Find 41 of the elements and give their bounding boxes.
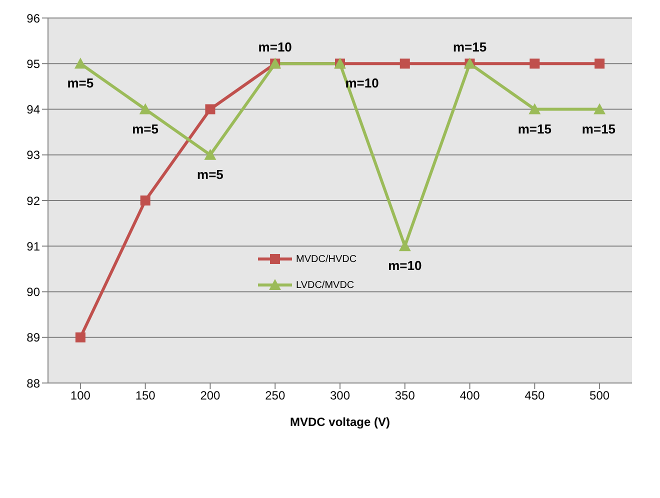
x-tick-label: 300 (330, 388, 350, 403)
x-tick-label: 400 (460, 388, 480, 403)
x-tick-label: 100 (70, 388, 91, 403)
point (140, 196, 150, 206)
x-tick-label: 150 (135, 388, 156, 403)
point (594, 103, 606, 114)
annotation: m=15 (518, 121, 552, 136)
y-tick-label: 96 (26, 11, 40, 26)
point (594, 58, 605, 69)
annotation: m=10 (258, 40, 292, 55)
annotation: m=10 (388, 258, 422, 274)
point (204, 148, 216, 160)
y-tick-label: 88 (26, 376, 40, 390)
x-tick-label: 500 (590, 388, 610, 403)
x-tick-label: 450 (524, 388, 545, 403)
x-tick-label: 250 (265, 388, 286, 403)
point (530, 58, 540, 69)
annotation: m=15 (582, 121, 616, 136)
annotation: m=5 (197, 166, 224, 182)
y-tick-label: 93 (26, 148, 40, 162)
point (139, 103, 152, 114)
y-tick-label: 92 (26, 194, 40, 208)
point (205, 104, 216, 114)
y-tick-label: 94 (26, 102, 40, 117)
point (400, 58, 410, 69)
y-tick-label: 89 (26, 330, 40, 345)
legend-label: LVDC/MVDC (296, 280, 354, 290)
x-axis-title: MVDC voltage (V) (290, 415, 390, 429)
point (528, 103, 541, 114)
x-tick-label: 200 (200, 388, 221, 403)
point (398, 240, 411, 252)
legend-label: MVDC/HVDC (296, 254, 357, 264)
y-tick-label: 91 (26, 239, 40, 254)
point (74, 58, 86, 69)
y-tick-label: 90 (26, 285, 40, 300)
point (75, 332, 86, 342)
annotation: m=5 (67, 76, 94, 91)
x-tick-label: 350 (394, 388, 416, 403)
annotation: m=5 (132, 121, 159, 136)
y-tick-label: 95 (26, 56, 40, 71)
annotation: m=15 (452, 40, 487, 55)
